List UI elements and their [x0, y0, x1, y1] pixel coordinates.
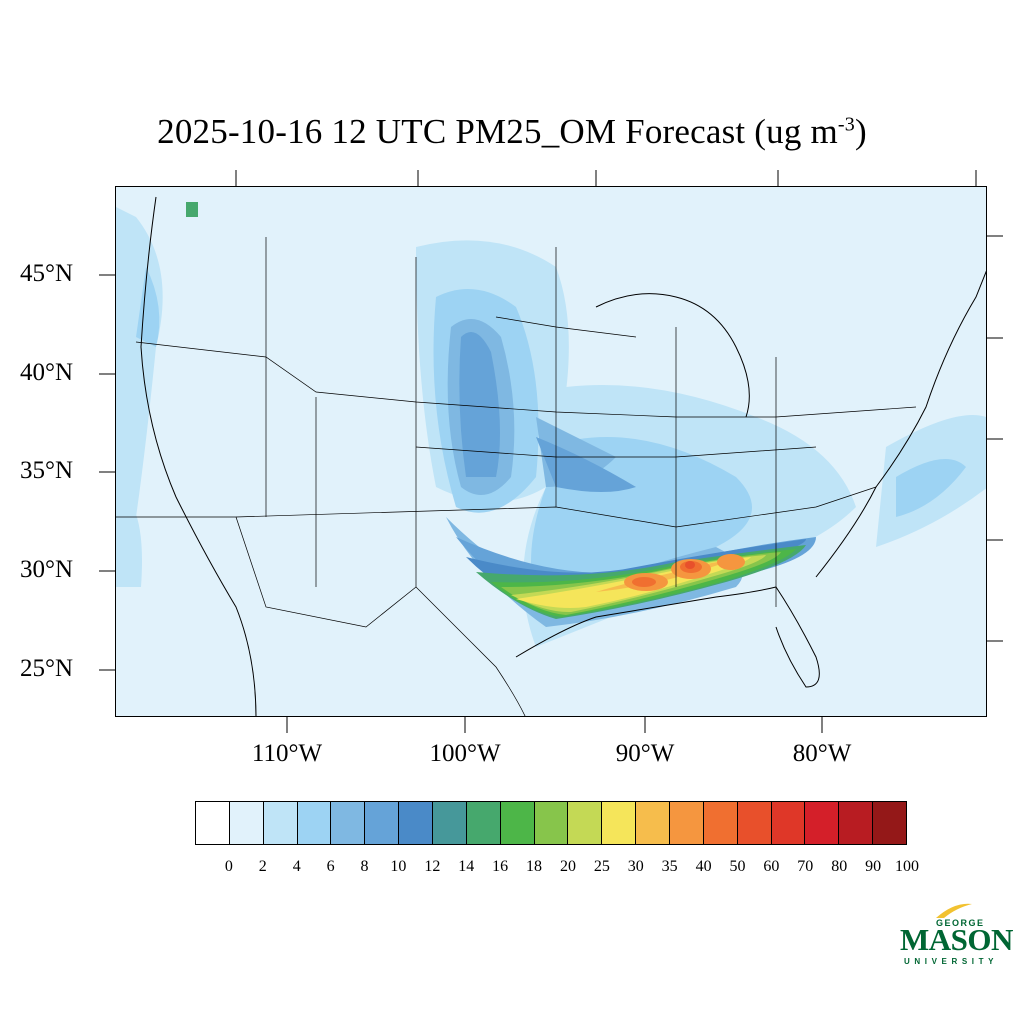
- colorbar-label: 80: [831, 858, 848, 875]
- colorbar-cell: [636, 802, 671, 844]
- colorbar-cell: [670, 802, 704, 844]
- colorbar-label: 0: [224, 858, 233, 875]
- colorbar-cell: [466, 802, 501, 844]
- colorbar-cell: [805, 802, 840, 844]
- logo-university-text: UNIVERSITY: [904, 957, 999, 966]
- map-title: 2025-10-16 12 UTC PM25_OM Forecast (ug m…: [157, 112, 867, 151]
- lon-label-110: 110°W: [251, 740, 323, 767]
- colorbar-label: 70: [797, 858, 814, 875]
- lon-label-100: 100°W: [429, 740, 501, 767]
- colorbar-cell: [703, 802, 738, 844]
- axis-ticks: [99, 170, 1003, 733]
- map-canvas: [116, 187, 986, 716]
- colorbar-label: 100: [895, 858, 919, 875]
- colorbar-label: 90: [865, 858, 882, 875]
- colorbar-cell: [500, 802, 535, 844]
- colorbar-label: 14: [458, 858, 475, 875]
- colorbar-cell: [229, 802, 264, 844]
- colorbar-label: 25: [593, 858, 610, 875]
- state-boundaries: [116, 237, 917, 716]
- colorbar-cell: [263, 802, 298, 844]
- logo-george-text: GEORGE: [936, 918, 985, 928]
- colorbar-cell: [839, 802, 874, 844]
- lon-label-90: 90°W: [615, 740, 675, 767]
- colorbar-label: 8: [360, 858, 369, 875]
- lon-label-80: 80°W: [792, 740, 852, 767]
- colorbar-label: 40: [695, 858, 712, 875]
- colorbar-label: 30: [627, 858, 644, 875]
- colorbar-label: 10: [390, 858, 407, 875]
- colorbar-cell: [534, 802, 569, 844]
- colorbar-cell: [737, 802, 772, 844]
- colorbar-cell: [873, 802, 907, 844]
- lat-label-45: 45°N: [20, 260, 74, 287]
- colorbar-label: 2: [258, 858, 267, 875]
- lat-label-30: 30°N: [20, 556, 74, 583]
- colorbar-label: 50: [729, 858, 746, 875]
- colorbar-label: 16: [492, 858, 509, 875]
- colorbar-cell: [602, 802, 637, 844]
- forecast-map: [115, 186, 987, 717]
- colorbar-cell: [196, 802, 230, 844]
- colorbar-label: 6: [326, 858, 335, 875]
- title-exponent: -3: [837, 113, 855, 136]
- coastline: [140, 196, 986, 716]
- lat-label-35: 35°N: [20, 457, 74, 484]
- colorbar-cell: [771, 802, 806, 844]
- lat-label-25: 25°N: [20, 655, 74, 682]
- colorbar-cell: [365, 802, 400, 844]
- colorbar-label: 18: [526, 858, 543, 875]
- colorbar-label: 35: [661, 858, 678, 875]
- colorbar: [195, 801, 907, 845]
- colorbar-cell: [433, 802, 467, 844]
- colorbar-cell: [399, 802, 434, 844]
- colorbar-cell: [568, 802, 603, 844]
- colorbar-cell: [297, 802, 332, 844]
- gmu-logo: GEORGE MASON UNIVERSITY: [898, 900, 1013, 970]
- logo-mason-text: MASON: [900, 922, 1013, 957]
- colorbar-label: 20: [559, 858, 576, 875]
- colorbar-label: 12: [424, 858, 441, 875]
- lat-label-40: 40°N: [20, 359, 74, 386]
- colorbar-cell: [331, 802, 366, 844]
- colorbar-label: 60: [763, 858, 780, 875]
- logo-swoosh-icon: [936, 903, 972, 918]
- pm-band-50-60: [685, 561, 695, 569]
- colorbar-label: 4: [292, 858, 301, 875]
